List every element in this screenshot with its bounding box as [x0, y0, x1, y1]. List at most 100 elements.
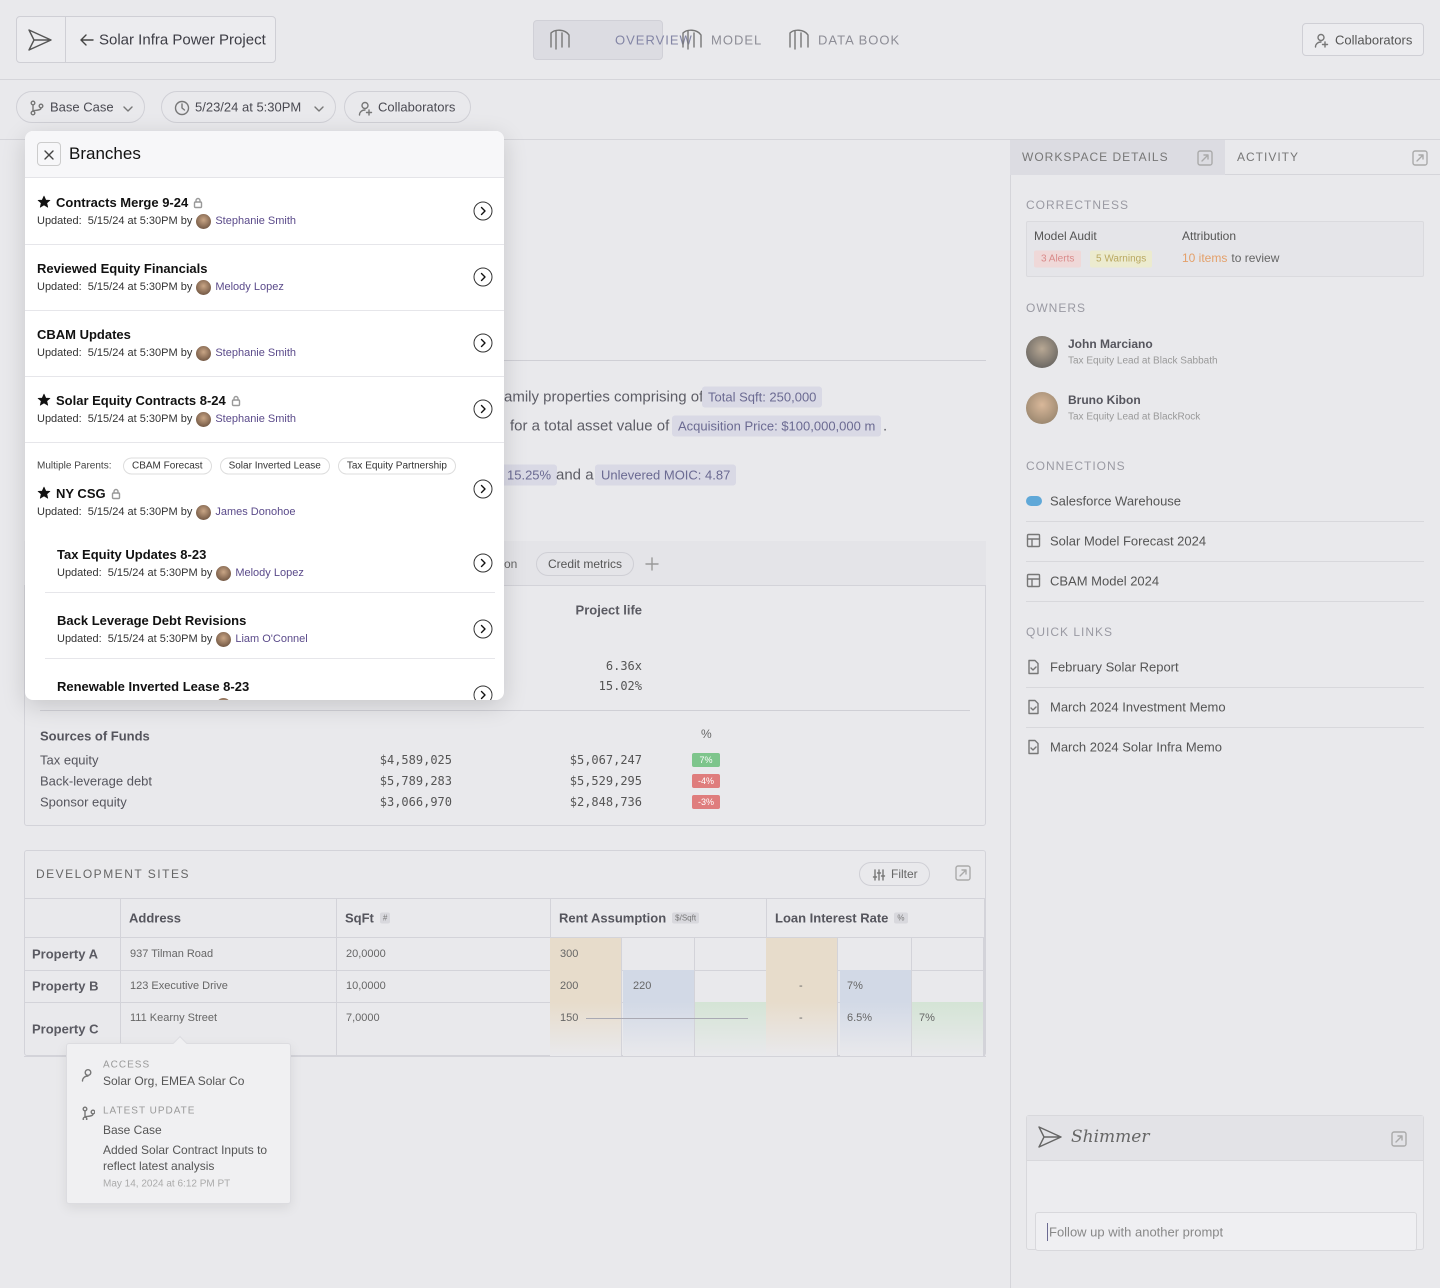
lock-icon-part: [112, 488, 119, 494]
row-line: [24, 970, 986, 971]
open-branch[interactable]: [473, 553, 493, 573]
open-branch[interactable]: [473, 267, 493, 287]
row-header: Property C: [32, 1021, 99, 1037]
tab-icon-part: [789, 29, 809, 50]
avatar: [1026, 392, 1058, 424]
open-branch-part: [473, 201, 493, 221]
value-chip: Acquisition Price: $100,000,000 m: [672, 415, 882, 437]
separator: [45, 658, 495, 659]
address: 123 Executive Drive: [130, 980, 228, 992]
unit-badge: #: [379, 912, 391, 924]
assistant-logo-part: [1038, 1126, 1062, 1148]
row-line: [24, 1056, 986, 1057]
access-icon-part: [81, 1069, 92, 1082]
filter-icon: [872, 868, 886, 882]
open-branch-part: [473, 685, 493, 700]
cell-value: 220: [633, 980, 652, 992]
logo-part: [28, 29, 52, 51]
doc-icon-part: [1030, 746, 1037, 751]
open-branch-part: [480, 624, 486, 634]
star-icon-part: [37, 393, 51, 406]
toolbar-label: Collaborators: [378, 99, 456, 115]
updated-text: Updated: 5/15/24 at 5:30PM by: [57, 567, 213, 579]
open-branch[interactable]: [473, 399, 493, 419]
open-branch[interactable]: [473, 685, 493, 700]
metrics-divider: [40, 710, 970, 711]
collaborators-button[interactable]: Collaborators: [1302, 23, 1424, 56]
open-branch-part: [480, 558, 486, 568]
branch-name-row: Tax Equity Updates 8-23: [57, 546, 206, 562]
value-chip: 15.25%: [501, 464, 558, 486]
doc-icon-part: [1028, 739, 1039, 755]
branch-updated: Updated: 5/15/24 at 5:30PM by Melody Lope…: [57, 565, 304, 581]
lock-icon-part: [233, 395, 239, 401]
toolbar-button[interactable]: 5/23/24 at 5:30PM: [161, 91, 336, 123]
tab-icon-part: [682, 29, 702, 50]
sheet-icon-part: [1026, 578, 1041, 588]
separator: [1026, 601, 1424, 602]
toolbar-button[interactable]: Collaborators: [344, 91, 471, 123]
branch-name: NY CSG: [56, 485, 106, 501]
side-tab-active[interactable]: [1010, 140, 1225, 175]
nav-tab: DATA BOOK: [818, 32, 901, 48]
expand-icon-part: [1201, 154, 1209, 162]
row-header: Property B: [32, 978, 99, 994]
user-avatar: [196, 345, 212, 361]
branch-icon: [81, 1106, 96, 1122]
expand-icon-part: [1391, 1131, 1407, 1147]
column-header: Loan Interest Rate: [775, 910, 889, 926]
expand-icon-part: [1416, 154, 1424, 162]
branch-name: Solar Equity Contracts 8-24: [56, 392, 226, 408]
user-name: Stephanie Smith: [215, 347, 297, 359]
open-branch[interactable]: [473, 619, 493, 639]
doc-icon: [1026, 659, 1041, 675]
branch-name: Tax Equity Updates 8-23: [57, 546, 207, 562]
tab-icon: [680, 27, 704, 53]
open-branch-part: [473, 479, 493, 498]
lock-icon-part: [194, 201, 203, 209]
open-branch-part: [480, 338, 486, 348]
cell: [695, 1002, 767, 1056]
user-avatar: [196, 504, 212, 520]
expand-icon-part: [955, 865, 971, 881]
toolbar-button[interactable]: Base Case: [16, 91, 145, 123]
toolbar-icon: [174, 100, 190, 116]
expand-icon-part: [1395, 1135, 1403, 1143]
star-icon-part: [37, 393, 51, 406]
user-name: Stephanie Smith: [215, 215, 297, 227]
expand-icon: [955, 865, 971, 881]
branch-name: Reviewed Equity Financials: [37, 260, 208, 276]
separator: [25, 244, 504, 245]
sheet-icon-part: [1026, 538, 1041, 548]
summary-text: and a: [556, 466, 594, 484]
open-branch[interactable]: [473, 333, 493, 353]
pct-badge: -3%: [692, 795, 720, 809]
star-icon: [37, 393, 51, 407]
branch-name-row: Back Leverage Debt Revisions: [57, 612, 246, 628]
person-icon-part: [1317, 33, 1325, 42]
filter-button[interactable]: Filter: [859, 862, 930, 886]
logo-part: [28, 29, 52, 51]
open-branch-part: [473, 399, 493, 419]
cell: [623, 970, 695, 1002]
close-button[interactable]: [37, 142, 61, 166]
open-branch[interactable]: [473, 201, 493, 221]
back-arrow-part: [80, 34, 94, 46]
nav-tab: MODEL: [711, 32, 763, 48]
cell: [840, 970, 912, 1002]
column-header: SqFt: [345, 910, 374, 926]
open-branch[interactable]: [473, 479, 493, 499]
updated-text: Updated: 5/15/24 at 5:30PM by: [57, 699, 212, 700]
branch-name: Contracts Merge 9-24: [56, 194, 189, 210]
parent-chip: Solar Inverted Lease: [219, 457, 330, 475]
open-branch-part: [473, 333, 493, 353]
branches-panel: Branches Contracts Merge 9-24 Updated: 5/1…: [25, 131, 504, 700]
prompt-input[interactable]: Follow up with another prompt: [1035, 1212, 1417, 1251]
open-branch-part: [473, 619, 493, 639]
updated-text: Updated: 5/15/24 at 5:30PM by: [37, 506, 193, 518]
user-avatar: [216, 697, 232, 700]
close-icon-part: [44, 150, 54, 160]
open-branch-part: [480, 206, 486, 216]
user-avatar: [216, 631, 232, 647]
star-icon-part: [37, 486, 51, 499]
